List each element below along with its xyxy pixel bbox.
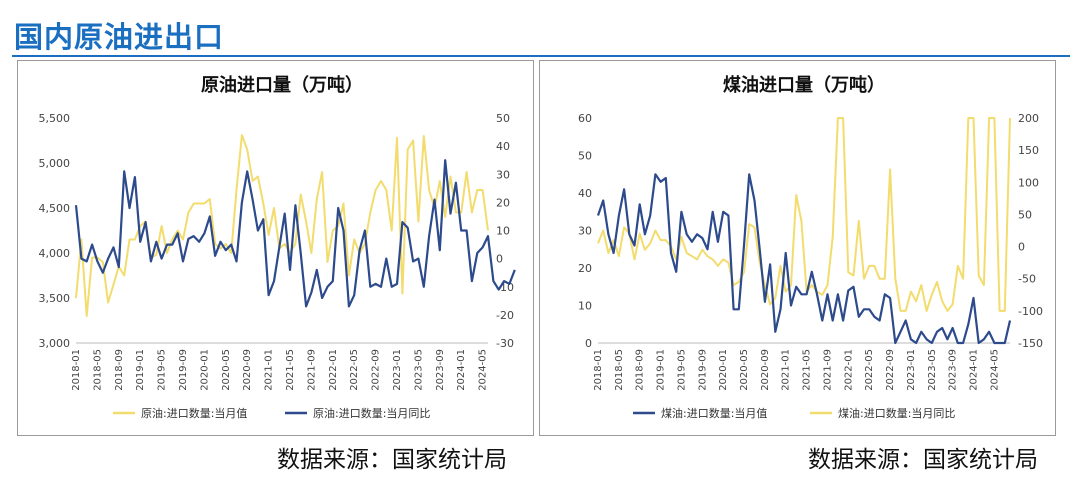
x-axis-tick: 2020-01 xyxy=(199,349,210,391)
left-axis-tick: 5,500 xyxy=(39,112,71,125)
x-axis-tick: 2021-09 xyxy=(822,349,833,391)
right-axis-tick: -30 xyxy=(496,337,514,350)
x-axis-tick: 2023-01 xyxy=(906,349,917,391)
x-axis-tick: 2024-01 xyxy=(968,349,979,391)
right-axis-tick: 20 xyxy=(496,196,510,209)
x-axis-tick: 2023-09 xyxy=(948,349,959,391)
crude-oil-chart-panel: 原油进口量（万吨） 3,000 3,500 4,000 4,500 5,000 5,500 -… xyxy=(17,60,534,436)
kerosene-chart-panel: 煤油进口量（万吨） 0 10 20 30 40 50 60 -150 -100 -50 0 50 100 1… xyxy=(539,60,1056,436)
legend-label-1: 原油:进口数量:当月同比 xyxy=(313,406,430,420)
x-axis-tick: 2018-05 xyxy=(92,349,103,391)
x-axis-tick: 2021-05 xyxy=(802,349,813,391)
page-title: 国内原油进出口 xyxy=(14,20,225,54)
legend-label-0: 煤油:进口数量:当月值 xyxy=(661,406,767,420)
x-axis-tick: 2018-01 xyxy=(593,349,604,391)
series-line-1 xyxy=(597,117,1011,312)
x-axis-tick: 2022-05 xyxy=(864,349,875,391)
x-axis-tick: 2023-01 xyxy=(392,349,403,391)
x-axis-tick: 2020-05 xyxy=(739,349,750,391)
right-axis-tick: 50 xyxy=(1018,208,1032,221)
source-note-left: 数据来源：国家统计局 xyxy=(277,447,507,473)
x-axis-tick: 2023-05 xyxy=(927,349,938,391)
x-axis-tick: 2022-09 xyxy=(885,349,896,391)
chart-title: 煤油进口量（万吨） xyxy=(723,74,885,96)
x-axis-tick: 2024-05 xyxy=(478,349,489,391)
kerosene-chart: 煤油进口量（万吨） 0 10 20 30 40 50 60 -150 -100 -50 0 50 100 1… xyxy=(578,74,1043,420)
chart-title: 原油进口量（万吨） xyxy=(201,74,363,96)
x-axis-tick: 2022-09 xyxy=(371,349,382,391)
x-axis-tick: 2022-05 xyxy=(349,349,360,391)
x-axis-tick: 2020-09 xyxy=(760,349,771,391)
x-axis-tick: 2020-09 xyxy=(242,349,253,391)
series-line-0 xyxy=(596,173,1012,345)
right-axis-tick: 10 xyxy=(496,225,510,238)
x-axis-tick: 2019-05 xyxy=(676,349,687,391)
right-axis-tick: -100 xyxy=(1018,305,1043,318)
left-axis-tick: 10 xyxy=(578,300,592,313)
right-axis-tick: 100 xyxy=(1018,176,1039,189)
x-axis-tick: 2023-05 xyxy=(413,349,424,391)
x-axis-tick: 2018-09 xyxy=(635,349,646,391)
right-axis-tick: 200 xyxy=(1018,112,1039,125)
right-axis-tick: 40 xyxy=(496,140,510,153)
x-axis-tick: 2023-09 xyxy=(435,349,446,391)
right-axis-tick: 50 xyxy=(496,112,510,125)
x-axis-tick: 2021-01 xyxy=(781,349,792,391)
left-axis-tick: 40 xyxy=(578,187,592,200)
x-axis-tick: 2019-01 xyxy=(656,349,667,391)
x-axis-tick: 2020-05 xyxy=(221,349,232,391)
left-axis-tick: 60 xyxy=(578,112,592,125)
x-axis-tick: 2024-05 xyxy=(989,349,1000,391)
legend-label-0: 原油:进口数量:当月值 xyxy=(141,406,247,420)
x-axis-tick: 2019-05 xyxy=(157,349,168,391)
right-axis-tick: 0 xyxy=(1018,241,1025,254)
x-axis-tick: 2021-05 xyxy=(285,349,296,391)
left-axis-tick: 5,000 xyxy=(39,157,71,170)
left-axis-tick: 0 xyxy=(585,337,592,350)
left-axis-tick: 50 xyxy=(578,150,592,163)
left-axis-tick: 4,000 xyxy=(39,247,71,260)
x-axis-tick: 2024-01 xyxy=(456,349,467,391)
crude-oil-chart: 原油进口量（万吨） 3,000 3,500 4,000 4,500 5,000 5,500 -… xyxy=(39,74,516,420)
x-axis-tick: 2022-01 xyxy=(328,349,339,391)
right-axis-tick: 0 xyxy=(496,253,503,266)
left-axis-tick: 20 xyxy=(578,262,592,275)
right-axis-tick: -20 xyxy=(496,309,514,322)
x-axis-tick: 2018-05 xyxy=(614,349,625,391)
x-axis-tick: 2021-01 xyxy=(264,349,275,391)
x-axis-tick: 2018-09 xyxy=(114,349,125,391)
left-axis-tick: 30 xyxy=(578,225,592,238)
right-axis-tick: -50 xyxy=(1018,273,1036,286)
legend-label-1: 煤油:进口数量:当月同比 xyxy=(838,406,955,420)
x-axis-tick: 2019-09 xyxy=(178,349,189,391)
left-axis-tick: 3,000 xyxy=(39,337,71,350)
x-axis-tick: 2019-09 xyxy=(697,349,708,391)
x-axis-tick: 2022-01 xyxy=(843,349,854,391)
right-axis-tick: -150 xyxy=(1018,337,1043,350)
x-axis-tick: 2020-01 xyxy=(718,349,729,391)
x-axis-tick: 2021-09 xyxy=(306,349,317,391)
right-axis-tick: 30 xyxy=(496,168,510,181)
title-underline xyxy=(12,55,1070,57)
source-note-right: 数据来源：国家统计局 xyxy=(808,447,1038,473)
x-axis-tick: 2019-01 xyxy=(135,349,146,391)
right-axis-tick: 150 xyxy=(1018,144,1039,157)
left-axis-tick: 4,500 xyxy=(39,202,71,215)
x-axis-tick: 2018-01 xyxy=(71,349,82,391)
series-line-1 xyxy=(74,159,516,308)
left-axis-tick: 3,500 xyxy=(39,292,71,305)
